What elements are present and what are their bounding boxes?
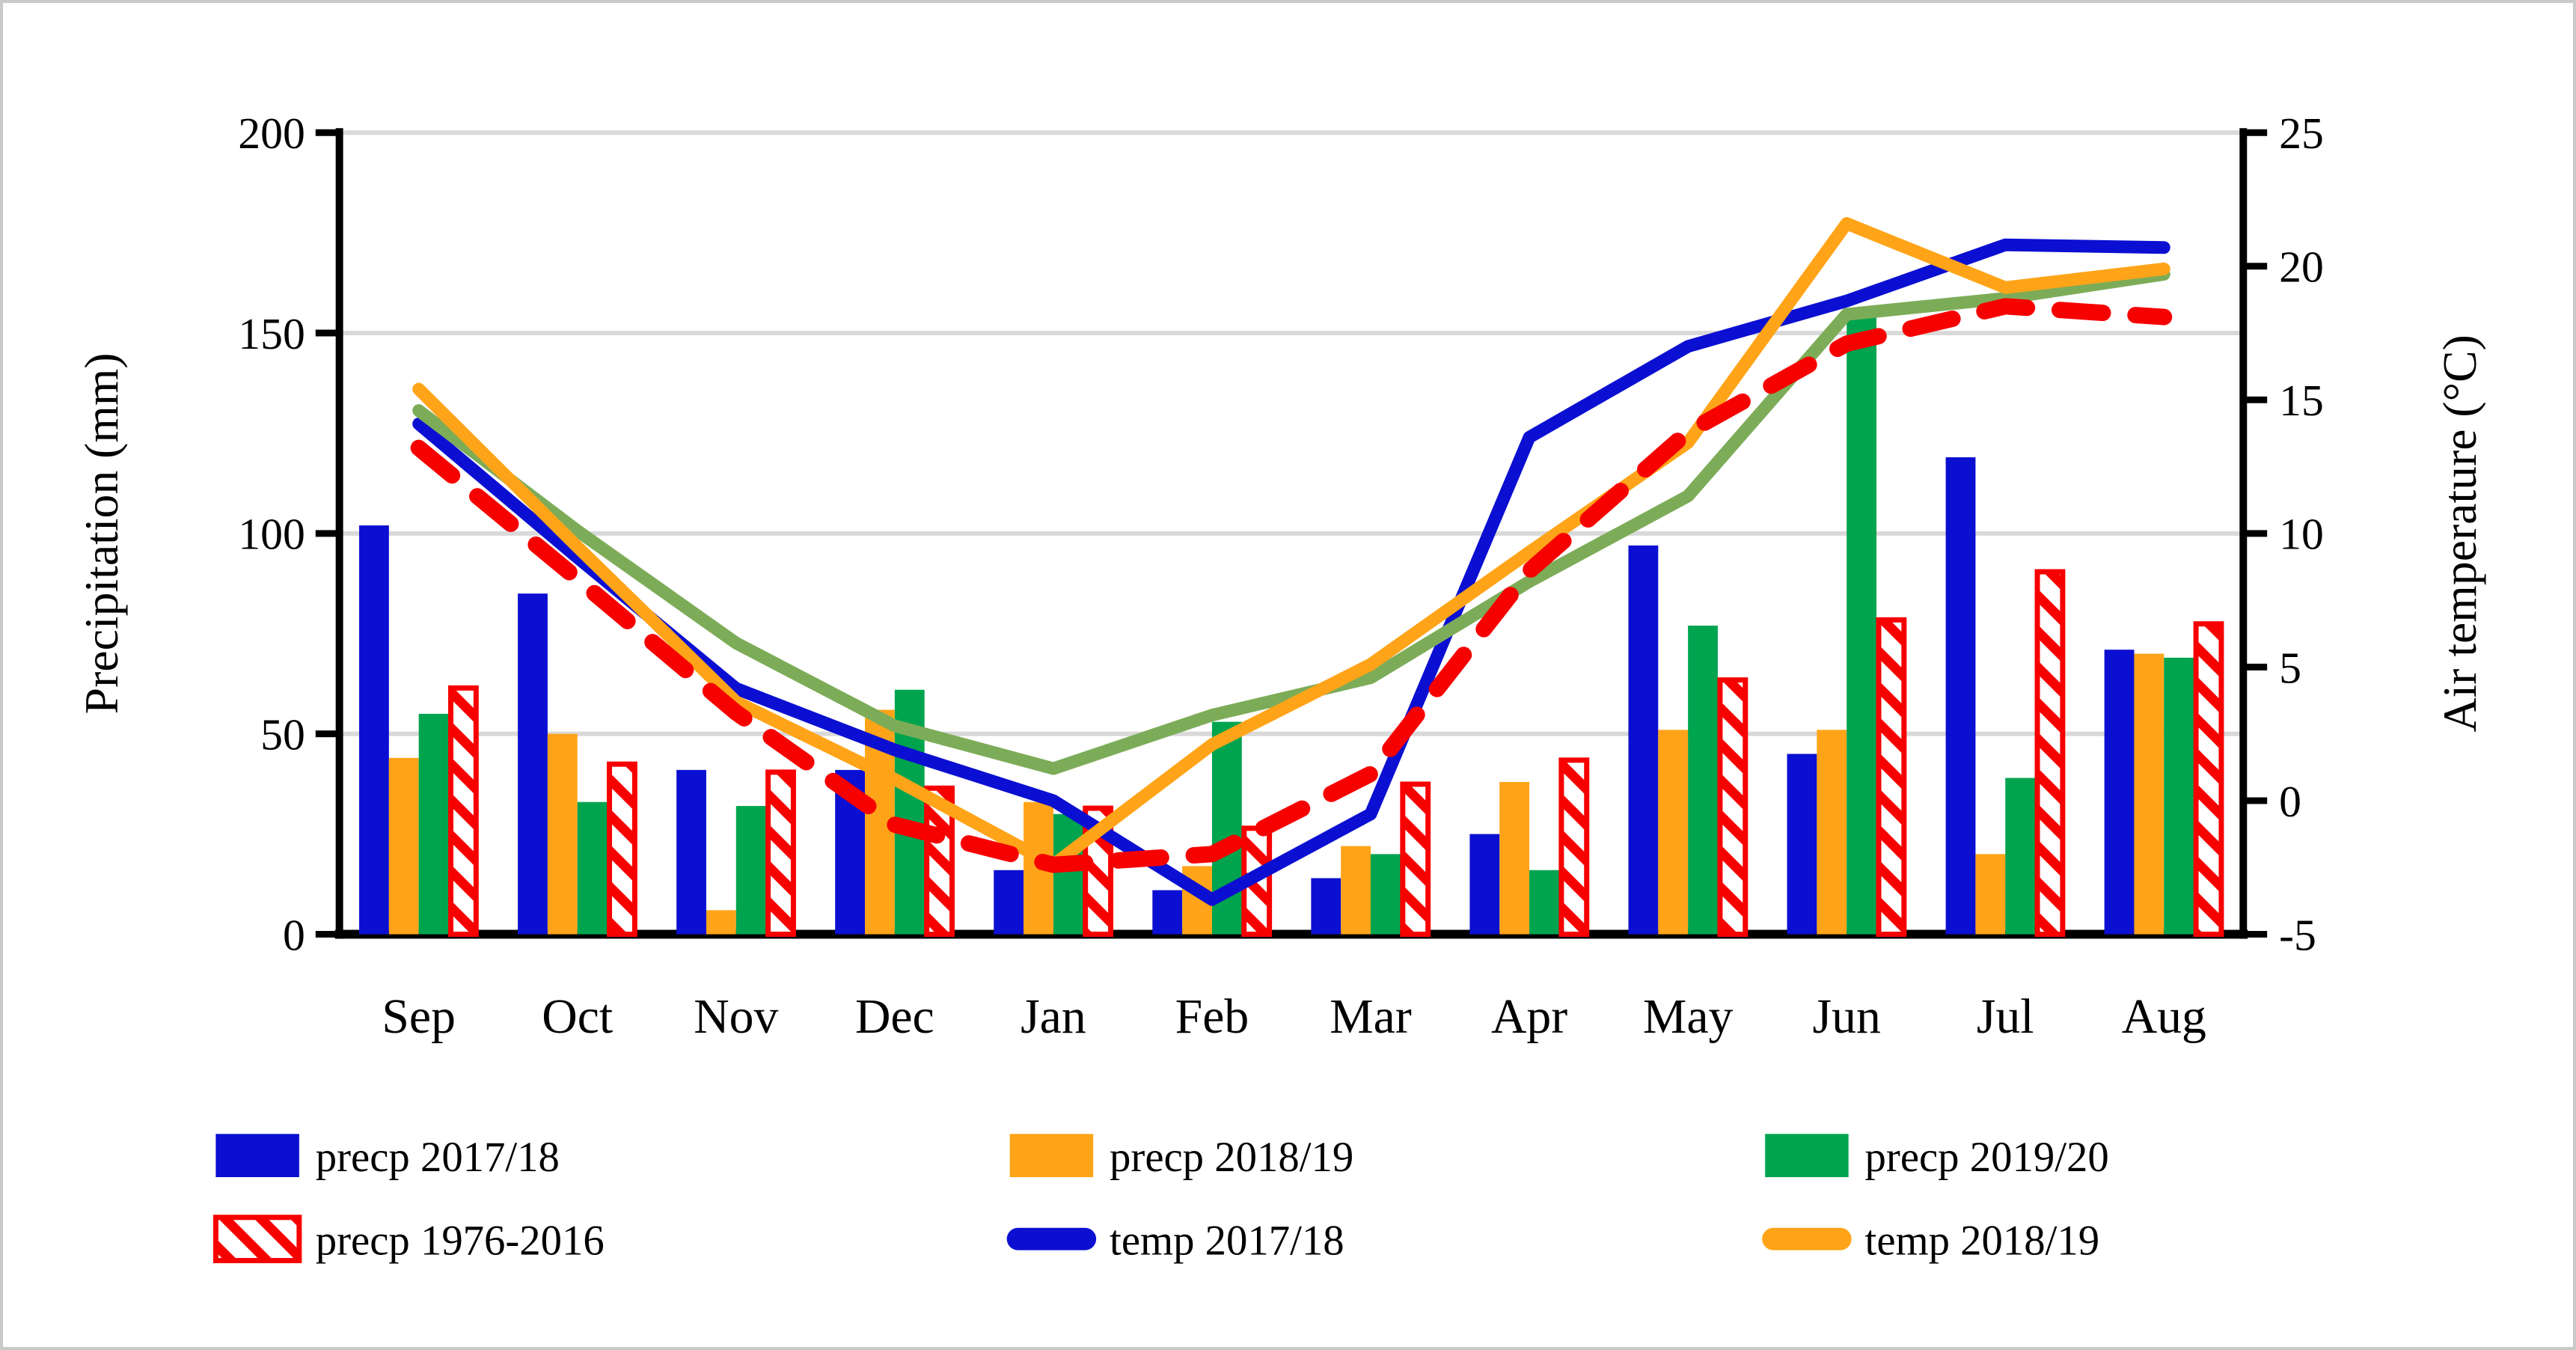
bar-precp-1976-2016-Sep [448, 685, 479, 937]
legend-label-precp-2018-19: precp 2018/19 [1110, 1134, 1353, 1181]
bar-precp-2019-20-Apr [1529, 870, 1559, 935]
x-axis-label-Apr: Apr [1491, 989, 1567, 1044]
x-axis-label-Aug: Aug [2122, 989, 2206, 1044]
line-temp-1976-2016 [410, 298, 2173, 873]
legend-label-temp-2017-18: temp 2017/18 [1110, 1218, 1344, 1265]
precipitation-temperature-chart: 0 50 100 150 200 -5 0 5 10 15 20 25 Sep Oct Nov Dec Jan F… [75, 109, 2486, 1265]
bar-precp-2018-19-May [1658, 730, 1689, 935]
x-axis-label-Jan: Jan [1021, 989, 1086, 1044]
x-axis-label-Jun: Jun [1813, 989, 1881, 1044]
bar-precp-2017-18-Feb [1152, 890, 1183, 935]
x-axis-label-Mar: Mar [1330, 989, 1412, 1044]
bar-precp-2019-20-Nov [735, 806, 766, 935]
axis-labels-group: 0 50 100 150 200 -5 0 5 10 15 20 25 Sep Oct Nov Dec Jan F… [238, 109, 2324, 1044]
bar-precp-2019-20-Sep [418, 713, 449, 935]
bar-precp-1976-2016-Aug [2193, 621, 2224, 937]
bar-precp-2017-18-Oct [518, 593, 548, 935]
bar-precp-1976-2016-Nov [765, 769, 796, 937]
legend-swatch-precp-2019-20 [1765, 1134, 1849, 1178]
bar-precp-2018-19-Nov [706, 910, 736, 935]
bar-precp-2017-18-Mar [1311, 878, 1341, 935]
legend-swatch-temp-2018-19 [1762, 1227, 1852, 1250]
legend-label-precp-1976-2016: precp 1976-2016 [316, 1218, 605, 1265]
bar-precp-2017-18-Aug [2104, 650, 2135, 935]
bar-precp-1976-2016-Mar [1400, 781, 1431, 937]
left-axis-tick-label-0: 0 [283, 910, 305, 959]
bar-precp-2019-20-Jan [1053, 813, 1083, 935]
legend: precp 2017/18 precp 2018/19 precp 2019/2… [212, 1134, 2109, 1265]
bar-precp-2018-19-Apr [1499, 781, 1530, 935]
left-axis-tick-label-200: 200 [238, 109, 305, 158]
right-axis-tick-label-20: 20 [2279, 242, 2324, 292]
bar-precp-2017-18-Jul [1945, 457, 1976, 935]
legend-label-temp-2018-19: temp 2018/19 [1865, 1218, 2100, 1265]
bar-precp-2019-20-May [1688, 626, 1718, 935]
bar-precp-2018-19-Oct [547, 733, 578, 935]
right-axis-tick-label--5: -5 [2279, 910, 2316, 959]
x-axis-label-Oct: Oct [542, 989, 613, 1044]
bar-precp-1976-2016-Jun [1876, 617, 1907, 937]
right-axis-tick-label-25: 25 [2279, 109, 2324, 158]
bar-precp-1976-2016-May [1717, 677, 1749, 937]
bar-precp-2019-20-Jun [1847, 317, 1876, 935]
bar-precp-2018-19-Aug [2134, 653, 2164, 935]
x-axis-label-May: May [1643, 989, 1734, 1044]
gridlines-group [339, 130, 2244, 736]
left-axis-tick-label-150: 150 [238, 309, 305, 358]
bar-precp-2017-18-Apr [1469, 834, 1500, 935]
bar-precp-1976-2016-Apr [1558, 757, 1590, 937]
legend-label-precp-2019-20: precp 2019/20 [1865, 1134, 2109, 1181]
bar-precp-2017-18-Jun [1787, 754, 1817, 935]
legend-swatch-temp-2017-18 [1006, 1227, 1097, 1250]
x-axis-label-Feb: Feb [1175, 989, 1249, 1044]
bar-precp-2017-18-Jan [994, 870, 1024, 935]
line-temp-2018-19 [412, 217, 2170, 872]
lines-group [410, 217, 2173, 906]
bars-group [359, 317, 2224, 937]
bar-precp-1976-2016-Oct [607, 761, 637, 937]
axes-group [315, 128, 2268, 939]
right-axis-title: Air temperature (°C) [2433, 335, 2486, 732]
legend-swatch-precp-2017-18 [215, 1134, 299, 1178]
bar-precp-2019-20-Jul [2005, 778, 2036, 935]
bar-precp-2017-18-Nov [676, 769, 706, 935]
bar-precp-2018-19-Jul [1975, 854, 2006, 935]
bar-precp-2019-20-Mar [1371, 854, 1401, 935]
line-temp-2017-18 [412, 238, 2170, 906]
x-axis-label-Nov: Nov [694, 989, 778, 1044]
right-axis-tick-label-0: 0 [2279, 777, 2301, 826]
x-axis-label-Dec: Dec [855, 989, 934, 1044]
bar-precp-2018-19-Jun [1817, 730, 1847, 935]
legend-swatch-precp-1976-2016 [212, 1215, 302, 1263]
left-axis-tick-label-50: 50 [260, 710, 305, 760]
bar-precp-2018-19-Mar [1341, 846, 1371, 935]
bar-precp-2019-20-Aug [2164, 657, 2194, 935]
right-axis-tick-label-10: 10 [2279, 510, 2324, 559]
bar-precp-1976-2016-Jul [2034, 569, 2066, 937]
bar-precp-2017-18-May [1628, 545, 1659, 935]
right-axis-tick-label-5: 5 [2279, 643, 2301, 692]
bar-precp-2017-18-Sep [359, 525, 389, 935]
left-axis-tick-label-100: 100 [238, 510, 305, 559]
x-axis-label-Jul: Jul [1977, 989, 2034, 1044]
left-axis-title: Precipitation (mm) [75, 352, 128, 714]
legend-swatch-precp-2018-19 [1009, 1134, 1094, 1178]
x-axis-label-Sep: Sep [382, 989, 456, 1044]
right-axis-tick-label-15: 15 [2279, 376, 2324, 425]
line-temp-2019-20 [412, 268, 2170, 775]
bar-precp-2018-19-Sep [388, 757, 419, 935]
legend-label-precp-2017-18: precp 2017/18 [316, 1134, 560, 1181]
bar-precp-2019-20-Oct [577, 801, 608, 935]
